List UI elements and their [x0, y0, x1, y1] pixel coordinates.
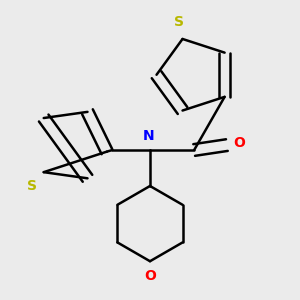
Text: S: S: [174, 15, 184, 29]
Text: S: S: [27, 179, 37, 193]
Text: O: O: [144, 269, 156, 284]
Text: O: O: [233, 136, 244, 151]
Text: N: N: [142, 130, 154, 143]
